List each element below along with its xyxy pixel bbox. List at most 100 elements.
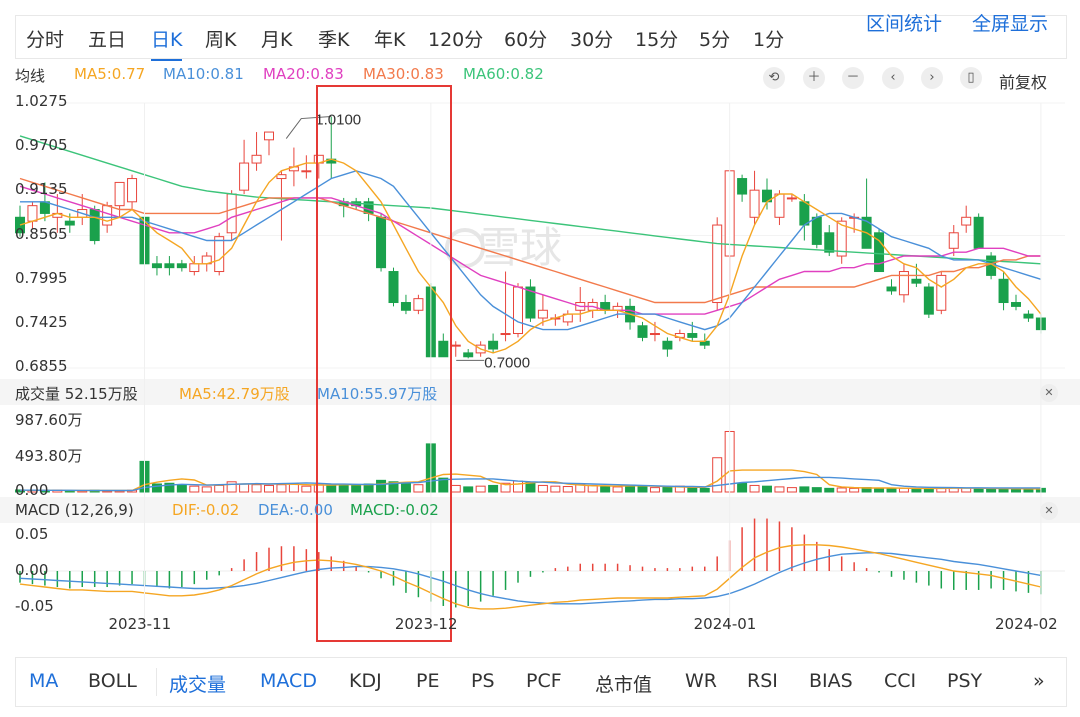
adjust-mode-button[interactable]: 前复权: [999, 73, 1048, 92]
volume-legend-label: 成交量 52.15万股: [15, 385, 138, 403]
tab-5[interactable]: 季K: [318, 29, 350, 51]
indicator-macd[interactable]: MACD: [260, 670, 317, 692]
volume-bar: [239, 483, 250, 493]
candle-body: [264, 131, 274, 141]
macd-legend-dea: DEA:-0.00: [258, 501, 333, 519]
volume-bar: [774, 486, 785, 493]
ma-legend-item: MA60:0.82: [463, 65, 544, 83]
volume-bar: [313, 484, 324, 493]
ma5-line: [19, 158, 1042, 354]
volume-bar: [475, 485, 486, 493]
candle-body: [537, 309, 548, 319]
candle-body: [226, 193, 237, 234]
candle-body: [836, 220, 847, 257]
price-axis-tick: 0.7995: [15, 268, 68, 287]
tab-4[interactable]: 月K: [261, 29, 293, 51]
volume-bar: [662, 486, 673, 493]
volume-bar: [151, 483, 162, 493]
volume-bar: [811, 487, 822, 493]
volume-bar: [986, 488, 997, 493]
volume-bar: [849, 487, 860, 493]
volume-bar: [388, 481, 399, 493]
tab-1[interactable]: 五日: [88, 29, 127, 51]
close-volume-icon[interactable]: ✕: [1040, 384, 1058, 402]
ma10-line: [20, 170, 1042, 331]
indicator-boll[interactable]: BOLL: [88, 670, 137, 692]
volume-bar: [649, 487, 660, 493]
volume-bar: [226, 481, 237, 493]
candle-body: [388, 271, 399, 304]
candle-body: [886, 286, 897, 292]
price-axis-tick: 0.7425: [15, 312, 68, 331]
indicator-cci[interactable]: CCI: [884, 670, 917, 692]
volume-header-strip: [0, 379, 1080, 405]
volume-bar: [164, 482, 175, 493]
tab-0[interactable]: 分时: [26, 29, 65, 51]
candle-icon[interactable]: ▯: [960, 67, 982, 89]
candle-body: [786, 197, 797, 200]
zoom-out-icon[interactable]: －: [842, 67, 864, 89]
indicator-bias[interactable]: BIAS: [809, 670, 853, 692]
tab-9[interactable]: 30分: [570, 29, 614, 51]
indicator-kdj[interactable]: KDJ: [349, 670, 382, 692]
candle-body: [164, 263, 175, 269]
candle-body: [898, 271, 909, 296]
tab-12[interactable]: 1分: [753, 29, 785, 51]
indicator-psy[interactable]: PSY: [947, 670, 983, 692]
more-indicators-icon[interactable]: »: [1033, 670, 1045, 692]
candle-body: [500, 333, 511, 336]
volume-bar: [824, 487, 835, 493]
indicator-market-cap[interactable]: 总市值: [595, 674, 653, 696]
candle-body: [799, 201, 810, 226]
volume-bar: [351, 484, 362, 493]
next-icon[interactable]: ›: [921, 67, 943, 89]
volume-bar: [413, 484, 424, 493]
tab-6[interactable]: 年K: [374, 29, 406, 51]
candle-body: [27, 205, 38, 222]
candle-body: [400, 302, 411, 311]
tab-10[interactable]: 15分: [635, 29, 679, 51]
indicator-pe[interactable]: PE: [416, 670, 440, 692]
volume-bar: [600, 485, 611, 493]
volume-bar: [500, 482, 511, 493]
close-macd-icon[interactable]: ✕: [1040, 502, 1058, 520]
macd-legend-dif: DIF:-0.02: [172, 501, 240, 519]
volume-bar: [288, 483, 299, 493]
tab-11[interactable]: 5分: [699, 29, 731, 51]
candle-body: [376, 216, 387, 269]
volume-axis-tick: 987.60万: [15, 411, 83, 429]
indicator-rsi[interactable]: RSI: [747, 670, 778, 692]
volume-bar: [687, 487, 698, 493]
candle-body: [774, 193, 785, 218]
indicator-ps[interactable]: PS: [471, 670, 495, 692]
tab-8[interactable]: 60分: [504, 29, 548, 51]
ma-legend-item: MA5:0.77: [74, 65, 146, 83]
indicator-pcf[interactable]: PCF: [526, 670, 562, 692]
range-stat-button[interactable]: 区间统计: [866, 13, 943, 35]
candle-body: [973, 216, 984, 249]
indicator-wr[interactable]: WR: [685, 670, 717, 692]
volume-bar: [438, 477, 449, 493]
macd-axis-tick: 0.00: [15, 561, 49, 579]
candle-body: [102, 205, 113, 226]
volume-bar: [264, 484, 274, 493]
candle-body: [176, 263, 187, 269]
watermark-text: 雪球: [478, 224, 562, 271]
undo-icon[interactable]: ⟲: [763, 67, 785, 89]
macd-legend-macd: MACD:-0.02: [350, 501, 439, 519]
indicator-ma[interactable]: MA: [29, 670, 59, 692]
tab-2[interactable]: 日K: [151, 25, 183, 61]
volume-bar: [1023, 488, 1034, 493]
tab-3[interactable]: 周K: [205, 29, 237, 51]
candle-body: [923, 286, 934, 315]
prev-icon[interactable]: ‹: [882, 67, 904, 89]
candle-body: [239, 162, 250, 191]
volume-bar: [176, 484, 187, 493]
x-axis-tick: 2023-12: [394, 615, 458, 633]
indicator-separator: [156, 668, 157, 696]
fullscreen-button[interactable]: 全屏显示: [972, 13, 1049, 35]
zoom-in-icon[interactable]: ＋: [803, 67, 825, 89]
tab-7[interactable]: 120分: [428, 29, 484, 51]
indicator-volume[interactable]: 成交量: [169, 674, 227, 696]
